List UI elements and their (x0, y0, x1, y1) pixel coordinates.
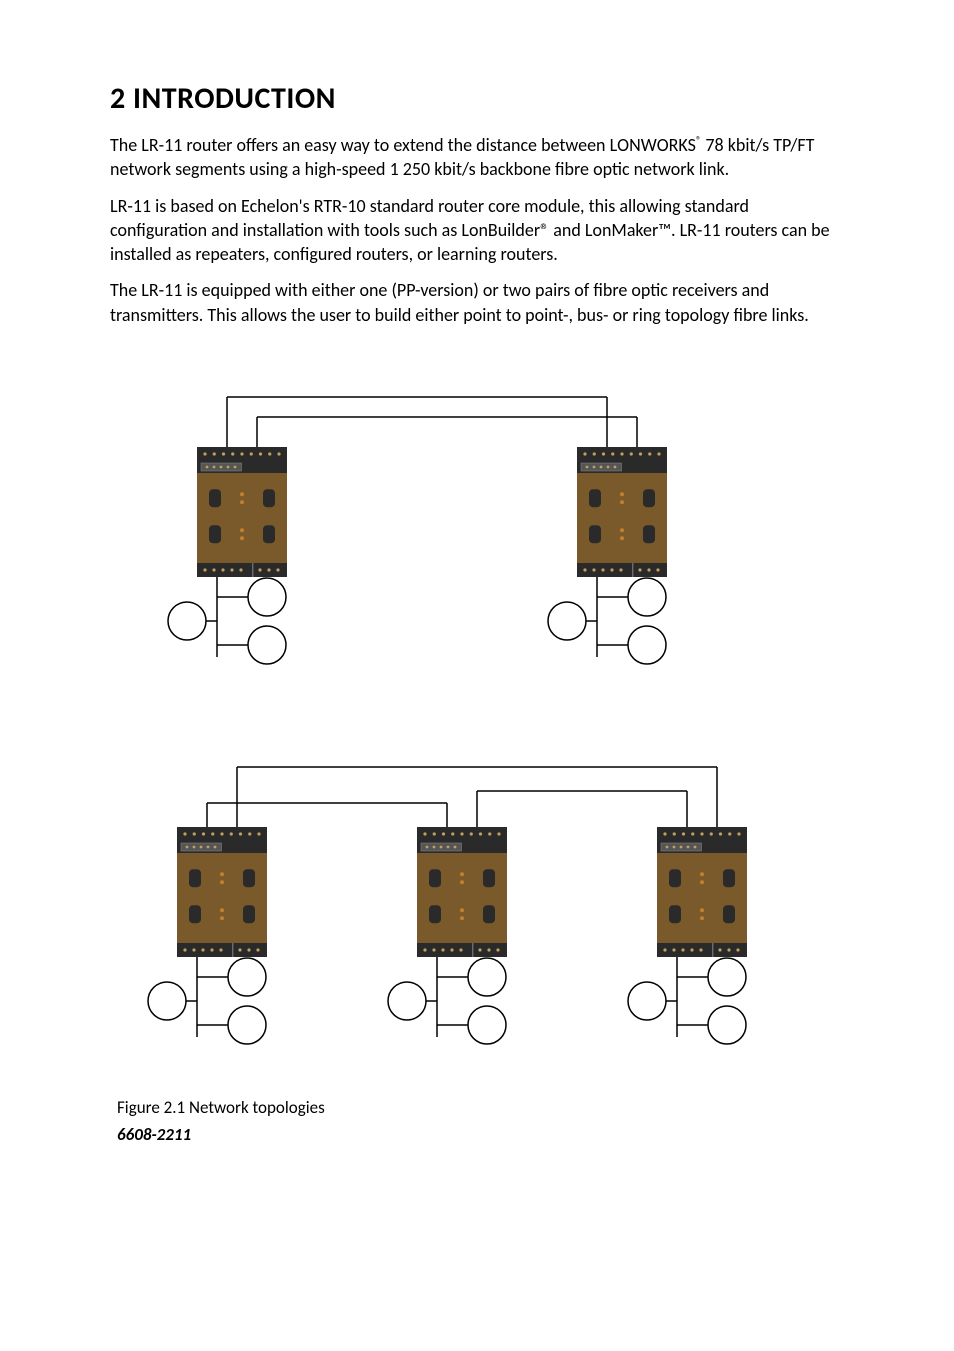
diagram-bus-ring (117, 747, 837, 1067)
diagram-point-to-point (117, 367, 837, 687)
document-number: 6608-2211 (117, 1124, 837, 1145)
figure-area: Figure 2.1 Network topologies 6608-2211 (117, 367, 837, 1145)
section-heading: 2 INTRODUCTION (110, 80, 844, 117)
intro-paragraph-3: The LR-11 is equipped with either one (P… (110, 278, 844, 327)
intro-paragraph-2: LR-11 is based on Echelon's RTR-10 stand… (110, 194, 844, 267)
page: 2 INTRODUCTION The LR-11 router offers a… (0, 0, 954, 1351)
intro-paragraph-1: The LR-11 router offers an easy way to e… (110, 133, 844, 182)
figure-caption: Figure 2.1 Network topologies (117, 1097, 837, 1118)
